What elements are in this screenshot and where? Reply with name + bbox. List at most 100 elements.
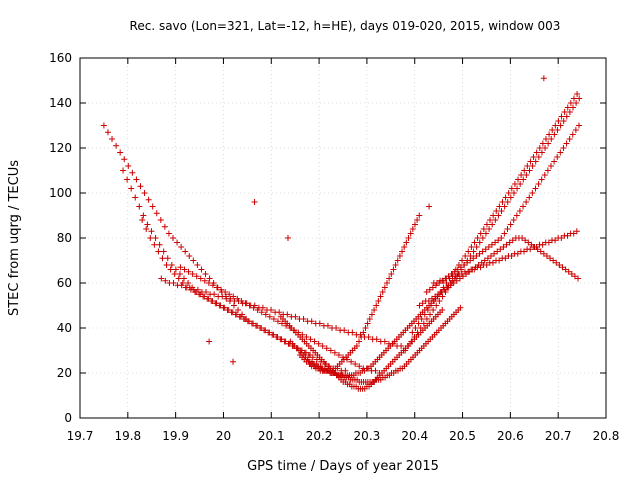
data-point — [486, 226, 493, 232]
data-point — [254, 307, 261, 313]
data-point — [145, 196, 152, 203]
data-point — [465, 268, 472, 275]
data-point — [194, 286, 201, 293]
data-point — [248, 320, 255, 327]
data-point — [562, 266, 569, 273]
data-point — [216, 302, 223, 309]
data-point — [373, 302, 380, 309]
data-point — [458, 271, 465, 277]
data-point — [497, 246, 504, 253]
data-point — [569, 131, 576, 138]
data-point — [390, 266, 397, 273]
data-point — [542, 136, 549, 142]
data-point — [414, 329, 421, 336]
data-point — [457, 264, 464, 271]
data-point — [476, 239, 483, 246]
x-tick-label: 20.7 — [545, 429, 572, 443]
data-point — [573, 100, 580, 106]
data-point — [388, 271, 395, 277]
data-point — [477, 264, 484, 271]
data-point — [203, 289, 210, 295]
data-point — [368, 311, 375, 318]
data-point — [440, 277, 447, 284]
data-point — [481, 257, 488, 264]
data-point — [176, 271, 183, 277]
data-point — [537, 248, 544, 255]
data-point — [473, 253, 480, 259]
data-point — [161, 223, 168, 230]
data-point — [308, 318, 315, 325]
data-point — [172, 266, 179, 273]
data-point — [509, 237, 516, 244]
data-point — [168, 262, 175, 268]
data-point — [117, 149, 124, 156]
data-point — [356, 338, 363, 345]
data-point — [186, 253, 193, 259]
data-point — [529, 190, 536, 196]
data-point — [372, 367, 379, 374]
data-point — [495, 237, 502, 244]
x-tick-label: 20.5 — [449, 429, 476, 443]
data-point — [573, 228, 580, 235]
data-point — [533, 244, 540, 250]
data-point — [201, 277, 208, 284]
data-point — [503, 241, 510, 248]
data-point — [495, 212, 502, 219]
data-point — [568, 271, 575, 277]
data-point — [409, 329, 416, 336]
data-point — [423, 316, 430, 322]
data-point — [401, 244, 408, 250]
data-point — [473, 244, 480, 250]
data-point — [566, 136, 573, 142]
data-point — [165, 230, 172, 237]
data-point — [266, 313, 273, 320]
data-point — [307, 336, 314, 343]
data-point — [232, 311, 239, 318]
data-point — [360, 329, 367, 336]
data-point — [178, 282, 185, 289]
data-point — [496, 257, 503, 264]
data-point — [358, 334, 365, 340]
data-point — [356, 363, 363, 370]
data-point — [148, 228, 155, 235]
data-point — [331, 349, 338, 356]
data-point — [206, 275, 213, 282]
data-point — [457, 304, 464, 311]
data-point — [498, 235, 505, 241]
data-point — [436, 298, 443, 304]
data-point — [471, 266, 478, 273]
data-point — [235, 307, 242, 313]
data-point — [535, 154, 542, 160]
data-point — [494, 248, 501, 255]
data-point — [300, 316, 307, 322]
data-point — [570, 230, 577, 237]
data-point — [194, 262, 201, 268]
y-tick-labels: 0 20 40 60 80 100 120 140 160 — [49, 51, 72, 425]
data-point — [483, 262, 490, 268]
plot-frame — [79, 57, 607, 419]
data-point — [149, 203, 156, 210]
data-point — [489, 221, 496, 228]
data-point — [128, 185, 135, 192]
data-point — [270, 316, 277, 322]
data-point — [548, 136, 555, 142]
data-point — [482, 230, 489, 237]
data-point — [439, 307, 446, 313]
data-point — [200, 293, 207, 300]
data-point — [341, 327, 348, 334]
data-point — [352, 361, 359, 367]
data-point — [212, 300, 219, 307]
data-point — [113, 142, 120, 149]
data-point — [353, 343, 360, 349]
data-point — [292, 313, 299, 320]
data-point — [285, 235, 292, 241]
data-point — [426, 286, 433, 293]
data-point — [147, 235, 154, 241]
data-point — [543, 253, 550, 259]
data-point — [140, 212, 147, 219]
data-point — [507, 194, 514, 201]
data-point — [429, 284, 436, 291]
data-point — [526, 194, 533, 201]
data-point — [158, 275, 165, 282]
data-point — [557, 149, 564, 156]
